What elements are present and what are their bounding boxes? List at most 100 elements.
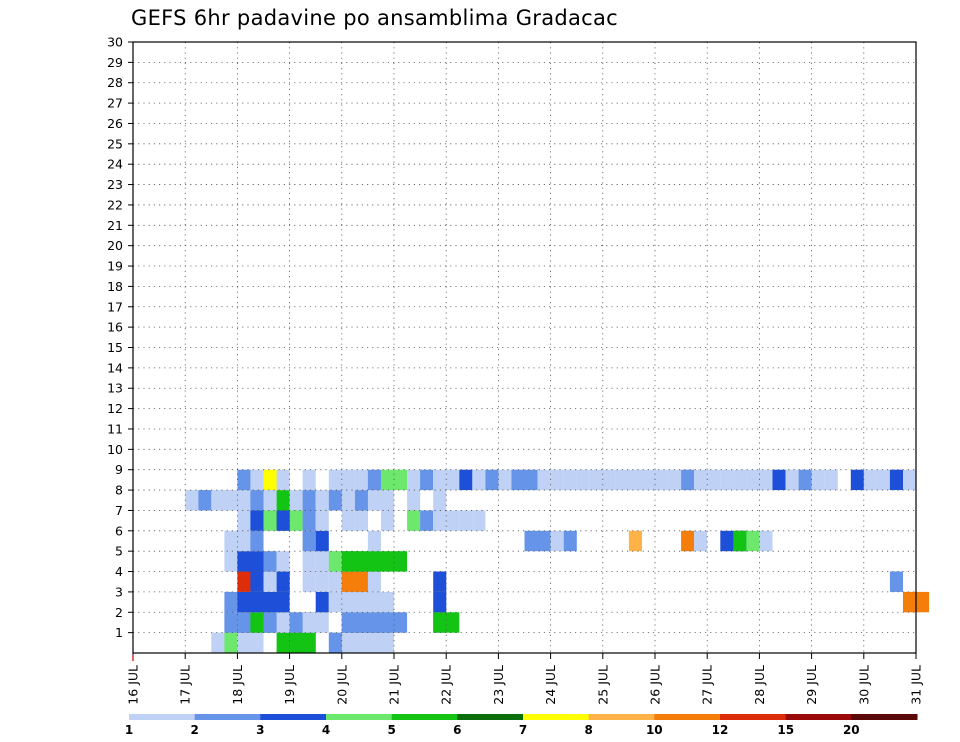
colorbar-label: 20 — [843, 723, 860, 737]
heatmap-cell — [459, 510, 473, 531]
heatmap-cell — [394, 469, 408, 491]
heatmap-cell — [576, 469, 590, 491]
colorbar-label: 7 — [519, 723, 527, 737]
heatmap-cell — [354, 490, 368, 511]
heatmap-cell — [433, 490, 447, 511]
heatmap-cell — [485, 469, 499, 491]
heatmap-cell — [681, 469, 695, 491]
heatmap-cell — [302, 510, 316, 531]
x-tick-label: 20 JUL — [334, 665, 349, 705]
heatmap-cell — [446, 510, 460, 531]
heatmap-cell — [381, 510, 395, 531]
heatmap-cell — [341, 510, 355, 531]
heatmap-cell — [341, 551, 408, 572]
heatmap-cell — [602, 469, 616, 491]
y-tick-label: 11 — [107, 421, 123, 436]
heatmap-cell — [250, 571, 264, 592]
colorbar-swatch — [588, 714, 655, 720]
heatmap-cell — [563, 530, 577, 552]
colorbar-swatch — [785, 714, 852, 720]
y-tick-label: 23 — [107, 177, 123, 192]
heatmap-cell — [250, 469, 264, 491]
heatmap-cell — [315, 530, 329, 552]
y-tick-label: 12 — [107, 401, 123, 416]
heatmap-cell — [315, 612, 329, 633]
colorbar-swatch — [391, 714, 458, 720]
y-tick-label: 20 — [107, 238, 123, 253]
heatmap-cell — [642, 469, 656, 491]
heatmap-cell — [876, 469, 890, 491]
x-tick-label: 21 JUL — [387, 665, 402, 705]
heatmap-cell — [302, 612, 316, 633]
heatmap-cell — [276, 490, 290, 511]
colorbar: 1 2 3 4 5 6 7 8 10 12 15 20 — [125, 714, 918, 737]
heatmap-cell — [315, 571, 329, 592]
y-tick-label: 15 — [107, 340, 123, 355]
y-tick-label: 22 — [107, 197, 123, 212]
heatmap-cell — [328, 490, 342, 511]
x-axis: 16 JUL 17 JUL 18 JUL 19 JUL 20 JUL 21 JUL 22 J… — [126, 653, 924, 705]
x-tick-label: 25 JUL — [595, 665, 610, 705]
x-tick-label: 27 JUL — [700, 665, 715, 705]
x-tick-label: 18 JUL — [230, 665, 245, 705]
x-tick-label: 24 JUL — [543, 665, 558, 705]
heatmap-cell — [681, 530, 695, 552]
heatmap-cell — [198, 490, 212, 511]
y-tick-label: 5 — [115, 544, 123, 559]
heatmap-cell — [237, 632, 264, 653]
heatmap-cell — [903, 469, 917, 491]
heatmap-cell — [889, 469, 903, 491]
y-tick-label: 2 — [115, 605, 123, 620]
colorbar-label: 4 — [322, 723, 330, 737]
y-tick-label: 21 — [107, 218, 123, 233]
heatmap-cell — [354, 510, 368, 531]
heatmap-cell — [276, 612, 290, 633]
heatmap-cell — [707, 469, 721, 491]
heatmap-cell — [367, 490, 381, 511]
y-tick-label: 27 — [107, 96, 123, 111]
x-tick-label: 26 JUL — [648, 665, 663, 705]
heatmap-cell — [694, 469, 708, 491]
heatmap-cell — [302, 469, 316, 491]
heatmap-cell — [315, 591, 329, 613]
colorbar-label: 15 — [777, 723, 794, 737]
heatmap-cell — [367, 530, 381, 552]
heatmap-cell — [341, 490, 355, 511]
heatmap-cell — [224, 632, 238, 653]
heatmap-cell — [381, 469, 395, 491]
heatmap-cell — [250, 530, 264, 552]
heatmap-cell — [537, 469, 551, 491]
heatmap-cell — [276, 510, 290, 531]
heatmap-cell — [759, 469, 773, 491]
colorbar-swatch — [457, 714, 524, 720]
heatmap-cell — [224, 530, 238, 552]
x-tick-label: 29 JUL — [804, 665, 819, 705]
colorbar-swatch — [260, 714, 327, 720]
heatmap-cell — [407, 469, 421, 491]
heatmap-cell — [276, 551, 290, 572]
heatmap-cell — [550, 469, 564, 491]
y-tick-label: 17 — [107, 299, 123, 314]
heatmap-cell — [341, 632, 394, 653]
y-tick-label: 19 — [107, 259, 123, 274]
heatmap-cell — [224, 490, 238, 511]
heatmap-cell — [446, 469, 460, 491]
heatmap-cell — [328, 469, 342, 491]
y-tick-label: 25 — [107, 136, 123, 151]
heatmap-cell — [433, 612, 460, 633]
heatmap-cell — [511, 469, 525, 491]
y-tick-label: 28 — [107, 75, 123, 90]
cells-layer — [185, 469, 930, 653]
heatmap-cell — [563, 469, 577, 491]
colorbar-swatch — [194, 714, 261, 720]
heatmap-cell — [315, 490, 329, 511]
heatmap-cell — [224, 591, 238, 613]
y-tick-label: 7 — [115, 503, 123, 518]
x-tick-label: 28 JUL — [752, 665, 767, 705]
heatmap-cell — [772, 469, 786, 491]
y-tick-label: 29 — [107, 55, 123, 70]
colorbar-label: 8 — [585, 723, 593, 737]
heatmap-cell — [420, 469, 434, 491]
heatmap-cell — [237, 469, 251, 491]
heatmap-cell — [237, 551, 251, 572]
